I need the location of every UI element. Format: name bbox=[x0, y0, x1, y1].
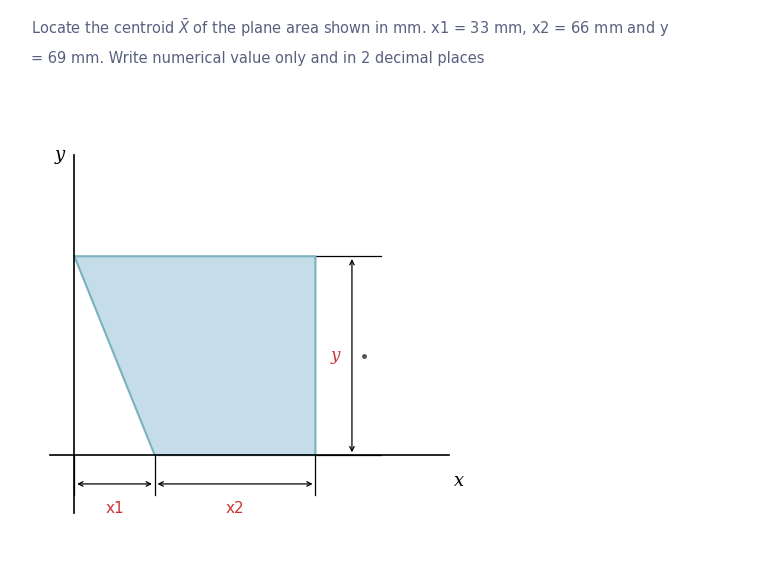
Text: y: y bbox=[55, 146, 65, 164]
Text: x: x bbox=[455, 473, 465, 491]
Text: Locate the centroid $\bar{X}$ of the plane area shown in mm. x1 = 33 mm, x2 = 66: Locate the centroid $\bar{X}$ of the pla… bbox=[31, 17, 668, 39]
Text: y: y bbox=[330, 347, 340, 364]
Text: x2: x2 bbox=[226, 501, 244, 516]
Text: x1: x1 bbox=[105, 501, 124, 516]
Text: = 69 mm. Write numerical value only and in 2 decimal places: = 69 mm. Write numerical value only and … bbox=[31, 51, 484, 66]
Polygon shape bbox=[74, 256, 316, 455]
